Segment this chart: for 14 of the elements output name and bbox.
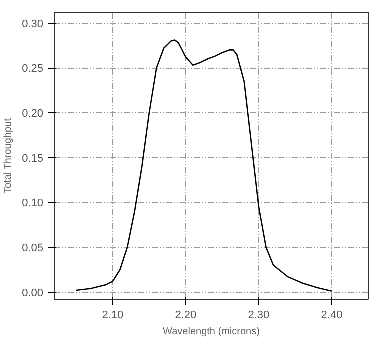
y-tick-label: 0.30 — [22, 18, 44, 30]
y-tick-label: 0.20 — [22, 108, 44, 120]
x-tick-label: 2.10 — [102, 310, 124, 322]
y-tick-label: 0.15 — [22, 152, 44, 165]
line-series — [76, 40, 333, 292]
y-axis-title: Total Throughput — [3, 118, 14, 194]
y-tick-label: 0.00 — [22, 287, 44, 300]
x-tick-label: 2.40 — [321, 310, 343, 322]
y-tick-label: 0.05 — [22, 242, 44, 254]
y-tick-label: 0.25 — [22, 63, 44, 76]
x-tick-label: 2.30 — [248, 310, 270, 322]
x-axis-title: Wavelength (microns) — [163, 326, 260, 338]
x-tick-label: 2.20 — [175, 310, 197, 322]
y-tick-label: 0.10 — [22, 198, 44, 210]
